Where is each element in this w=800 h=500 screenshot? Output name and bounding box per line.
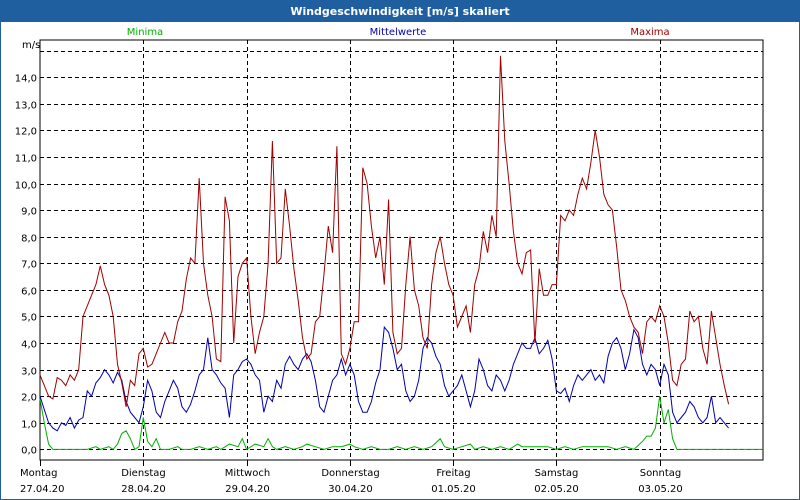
y-tick-label: 8,0: [21, 234, 37, 245]
window-title: Windgeschwindigkeit [m/s] skaliert: [1, 1, 799, 22]
series-line-minima: [39, 396, 763, 451]
x-tick-date: 02.05.20: [534, 484, 579, 495]
y-tick-label: 10,0: [15, 181, 37, 192]
y-tick-label: 5,0: [21, 313, 37, 324]
y-tick-label: 14,0: [15, 74, 37, 85]
series-line-maxima: [39, 55, 730, 407]
x-tick-date: 28.04.20: [121, 484, 166, 495]
y-tick-label: 13,0: [15, 101, 37, 112]
y-tick-label: 2,0: [21, 393, 37, 404]
x-axis: Montag 27.04.20 Dienstag 28.04.20 Mittwoch 29…: [20, 460, 683, 495]
grid-lines: [40, 40, 763, 460]
x-tick-day: Donnerstag: [321, 468, 379, 479]
legend: Minima Mittelwerte Maxima: [127, 27, 670, 38]
series-line-mittelwerte: [39, 325, 729, 432]
x-tick-day: Dienstag: [121, 468, 166, 479]
y-tick-label: 3,0: [21, 367, 37, 378]
x-tick-day: Samstag: [535, 468, 579, 479]
x-tick-day: Mittwoch: [225, 468, 270, 479]
y-tick-label: 11,0: [15, 154, 37, 165]
x-tick-day: Sonntag: [640, 468, 682, 479]
x-tick-date: 30.04.20: [328, 484, 373, 495]
y-tick-label: 4,0: [21, 340, 37, 351]
legend-mittelwerte: Mittelwerte: [370, 27, 427, 38]
y-tick-label: 7,0: [21, 260, 37, 271]
plot-frame: [39, 39, 764, 461]
y-tick-label: 6,0: [21, 287, 37, 298]
legend-minima: Minima: [127, 27, 163, 38]
series-lines: [39, 55, 763, 451]
x-tick-date: 27.04.20: [20, 484, 65, 495]
x-tick-date: 03.05.20: [638, 484, 683, 495]
x-tick-day: Montag: [20, 468, 57, 479]
y-tick-label: 9,0: [21, 207, 37, 218]
x-tick-day: Freitag: [436, 468, 470, 479]
y-tick-label: 12,0: [15, 127, 37, 138]
legend-maxima: Maxima: [630, 27, 669, 38]
x-tick-date: 01.05.20: [431, 484, 476, 495]
x-tick-date: 29.04.20: [225, 484, 270, 495]
y-tick-label: 0,0: [21, 446, 37, 457]
y-tick-label: 1,0: [21, 420, 37, 431]
y-axis: m/s 0,0 1,0 2,0 3,0 4,0 5,0 6,0 7,0 8,0 9,0 10,0 11…: [15, 40, 41, 457]
y-axis-label: m/s: [22, 40, 40, 51]
